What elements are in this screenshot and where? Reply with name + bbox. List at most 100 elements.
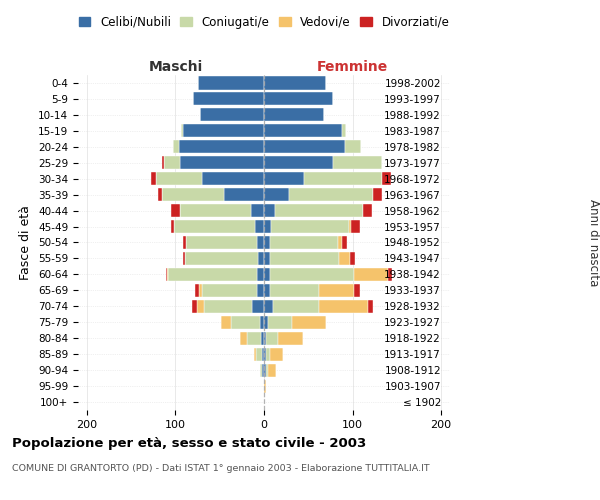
Bar xyxy=(264,236,270,249)
Bar xyxy=(270,348,283,360)
Bar xyxy=(264,108,324,122)
Bar xyxy=(363,204,372,217)
Bar xyxy=(264,156,333,170)
Bar xyxy=(173,140,179,153)
Bar xyxy=(180,204,251,217)
Bar xyxy=(355,268,388,281)
Bar xyxy=(256,348,262,360)
Bar xyxy=(166,268,167,281)
Text: Popolazione per età, sesso e stato civile - 2003: Popolazione per età, sesso e stato civil… xyxy=(12,438,366,450)
Bar xyxy=(373,188,382,201)
Bar xyxy=(264,172,304,185)
Bar xyxy=(292,316,326,329)
Bar xyxy=(262,348,264,360)
Bar xyxy=(339,252,350,265)
Bar xyxy=(264,364,266,376)
Bar xyxy=(289,188,373,201)
Bar xyxy=(184,236,186,249)
Bar xyxy=(342,236,347,249)
Bar xyxy=(382,172,391,185)
Bar xyxy=(264,76,326,90)
Bar xyxy=(266,332,278,345)
Bar xyxy=(185,252,258,265)
Bar xyxy=(270,268,355,281)
Bar xyxy=(260,364,262,376)
Bar xyxy=(368,300,373,313)
Bar xyxy=(156,172,202,185)
Bar xyxy=(264,204,275,217)
Bar xyxy=(251,204,264,217)
Bar xyxy=(262,332,264,345)
Bar xyxy=(182,124,264,138)
Y-axis label: Fasce di età: Fasce di età xyxy=(19,205,32,280)
Bar xyxy=(167,268,169,281)
Bar xyxy=(355,284,359,297)
Bar xyxy=(171,204,180,217)
Bar xyxy=(342,124,346,138)
Bar xyxy=(221,316,231,329)
Bar xyxy=(254,348,256,360)
Bar xyxy=(257,284,264,297)
Bar xyxy=(338,236,342,249)
Bar xyxy=(266,348,270,360)
Bar xyxy=(388,268,392,281)
Bar xyxy=(164,156,180,170)
Bar xyxy=(184,252,185,265)
Bar xyxy=(264,252,270,265)
Bar xyxy=(273,300,319,313)
Bar xyxy=(349,220,351,233)
Bar xyxy=(258,252,264,265)
Bar xyxy=(270,284,319,297)
Bar xyxy=(186,236,257,249)
Bar xyxy=(319,300,368,313)
Bar xyxy=(197,300,204,313)
Bar xyxy=(264,268,270,281)
Bar xyxy=(333,156,382,170)
Bar xyxy=(268,316,292,329)
Bar xyxy=(202,284,257,297)
Bar xyxy=(278,332,303,345)
Bar xyxy=(264,332,266,345)
Bar xyxy=(171,220,173,233)
Bar xyxy=(240,332,247,345)
Bar xyxy=(200,108,264,122)
Bar xyxy=(192,300,197,313)
Bar xyxy=(180,156,264,170)
Bar xyxy=(204,300,253,313)
Bar xyxy=(181,124,182,138)
Bar xyxy=(270,236,338,249)
Bar xyxy=(162,156,164,170)
Bar xyxy=(319,284,355,297)
Bar xyxy=(264,316,268,329)
Bar xyxy=(247,332,262,345)
Bar xyxy=(268,364,275,376)
Bar xyxy=(257,268,264,281)
Bar xyxy=(195,284,199,297)
Bar xyxy=(231,316,260,329)
Bar xyxy=(255,220,264,233)
Text: Anni di nascita: Anni di nascita xyxy=(587,199,600,286)
Bar xyxy=(266,364,268,376)
Bar xyxy=(264,300,273,313)
Bar xyxy=(264,188,289,201)
Bar xyxy=(350,252,355,265)
Bar xyxy=(264,284,270,297)
Bar xyxy=(253,300,264,313)
Bar xyxy=(264,92,333,106)
Bar xyxy=(257,236,264,249)
Bar xyxy=(197,76,264,90)
Bar xyxy=(262,364,264,376)
Text: COMUNE DI GRANTORTO (PD) - Dati ISTAT 1° gennaio 2003 - Elaborazione TUTTITALIA.: COMUNE DI GRANTORTO (PD) - Dati ISTAT 1°… xyxy=(12,464,430,473)
Bar xyxy=(173,220,255,233)
Bar xyxy=(304,172,382,185)
Bar xyxy=(151,172,156,185)
Bar xyxy=(193,92,264,106)
Bar xyxy=(264,380,266,392)
Bar xyxy=(158,188,162,201)
Bar xyxy=(270,252,339,265)
Bar xyxy=(264,140,346,153)
Bar xyxy=(179,140,264,153)
Bar xyxy=(264,348,266,360)
Bar xyxy=(202,172,264,185)
Bar xyxy=(260,316,264,329)
